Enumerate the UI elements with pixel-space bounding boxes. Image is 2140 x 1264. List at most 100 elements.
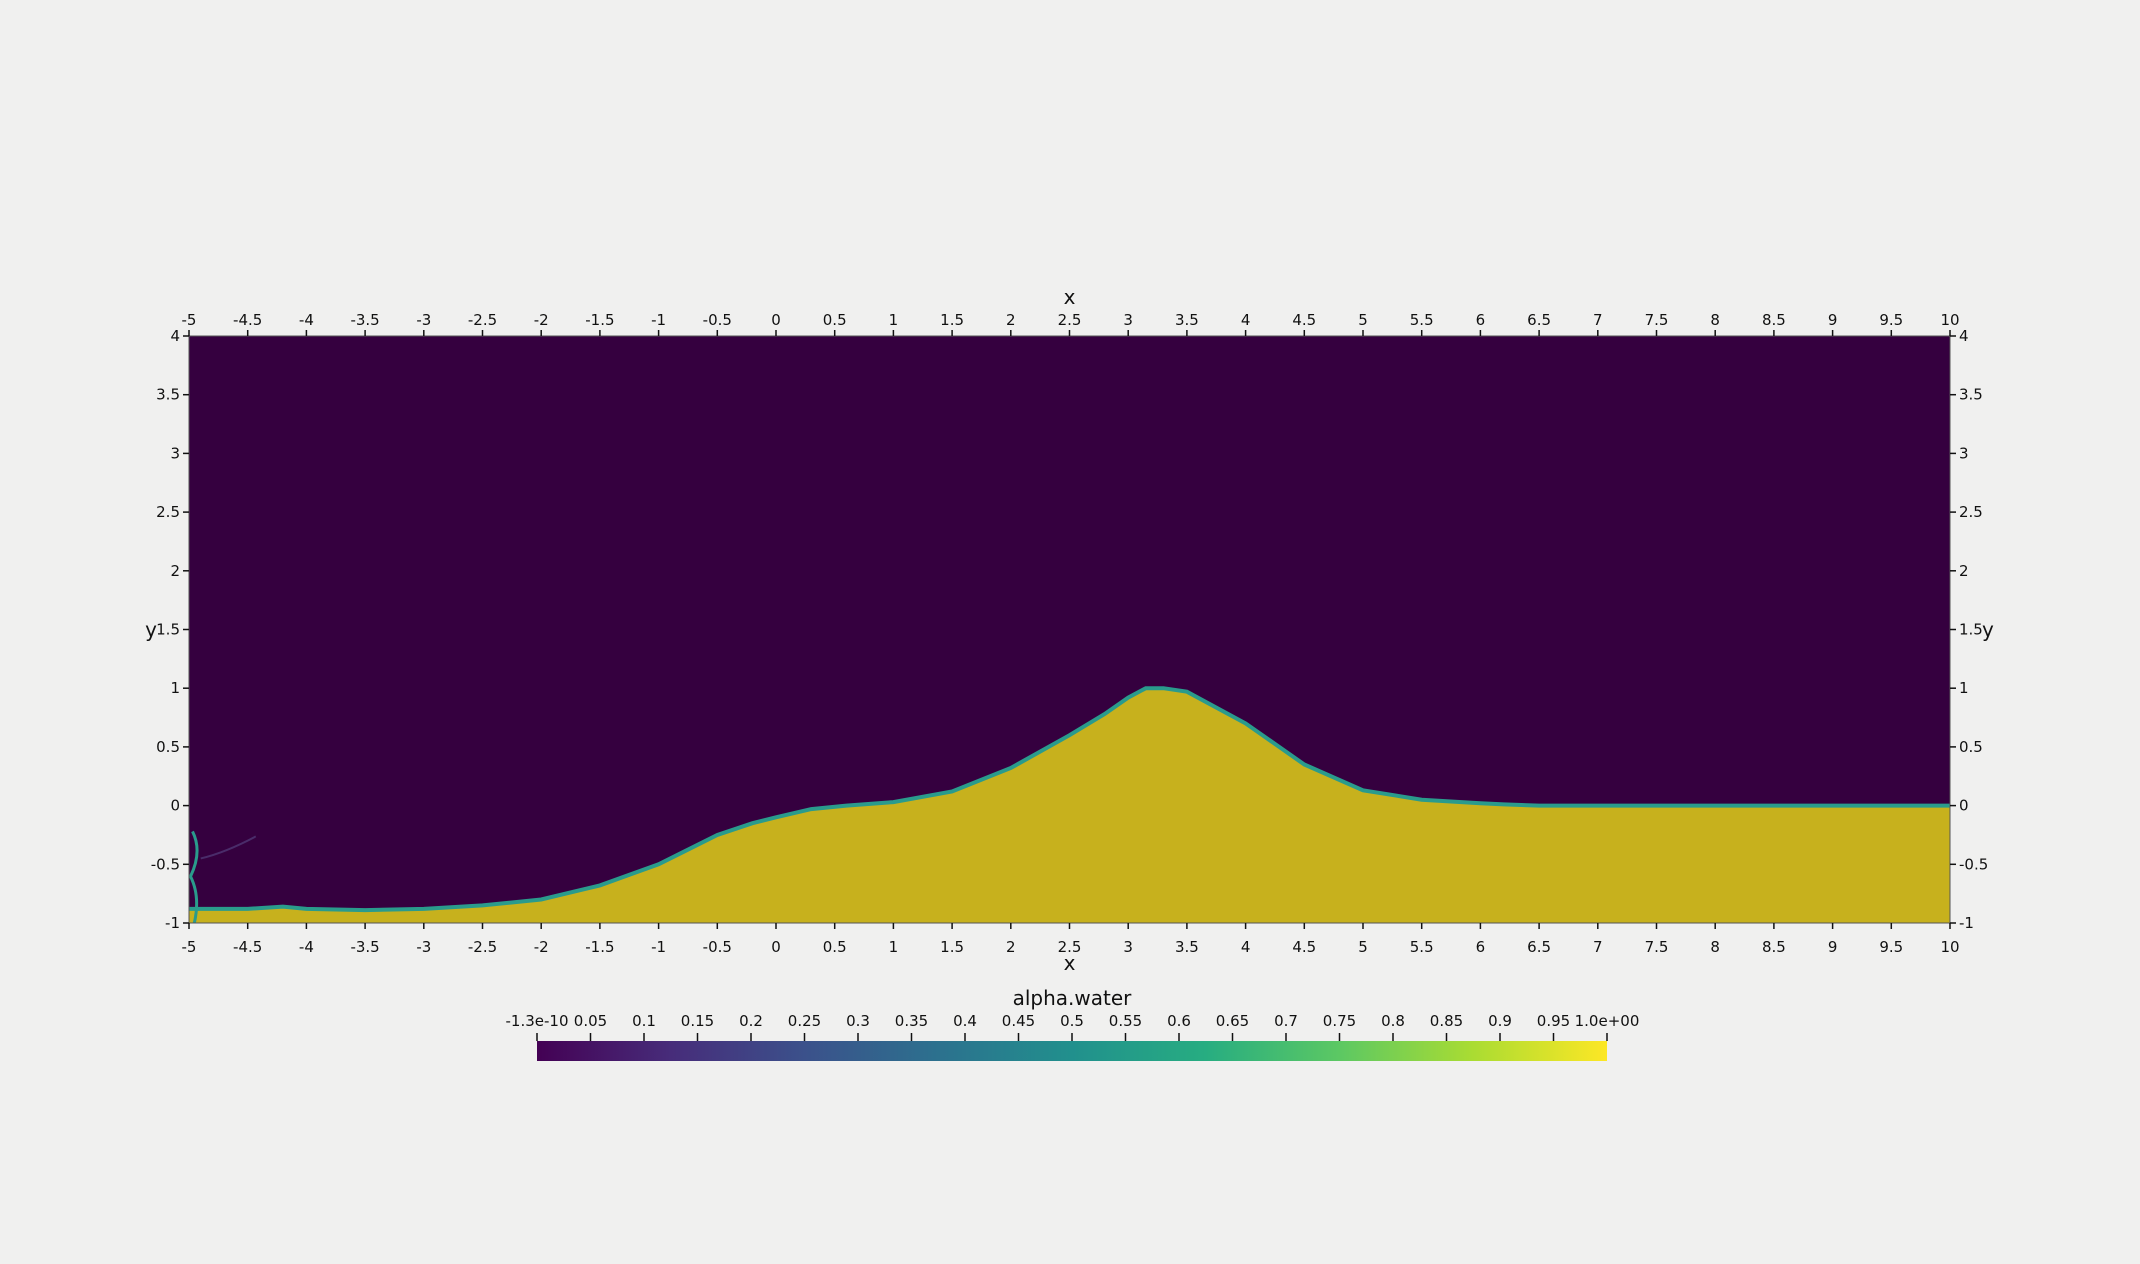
x-tick-label-top: -4 [299,311,314,329]
y-axis-title-right: y [1982,618,1994,642]
x-tick-label-bottom: 9.5 [1879,938,1903,956]
colorbar-tick-label: 0.55 [1109,1012,1142,1030]
x-tick-label-bottom: 0 [771,938,781,956]
y-tick-label-right: 2.5 [1959,503,1983,521]
colorbar-tick-label: 0.1 [632,1012,656,1030]
x-tick-label-top: 6 [1476,311,1486,329]
x-tick-label-top: 2.5 [1058,311,1082,329]
colorbar-tick-label: 0.35 [895,1012,928,1030]
x-tick-label-top: 8.5 [1762,311,1786,329]
x-tick-label-top: -0.5 [703,311,732,329]
x-tick-label-top: -2.5 [468,311,497,329]
x-tick-label-bottom: 8 [1710,938,1720,956]
x-tick-label-top: -3 [416,311,431,329]
x-tick-label-top: 8 [1710,311,1720,329]
x-tick-label-top: 1 [889,311,899,329]
x-tick-label-bottom: -4.5 [233,938,262,956]
y-tick-label-right: 4 [1959,327,1969,345]
colorbar-tick-label: 0.6 [1167,1012,1191,1030]
x-tick-label-top: 4.5 [1292,311,1316,329]
x-tick-label-top: -1.5 [585,311,614,329]
y-tick-label-right: 0 [1959,797,1969,815]
x-tick-label-bottom: -2.5 [468,938,497,956]
colorbar-tick-label: 0.8 [1381,1012,1405,1030]
water-region [189,688,1950,923]
colorbar-tick-label: 0.85 [1430,1012,1463,1030]
x-tick-label-bottom: -3.5 [350,938,379,956]
x-tick-label-top: 5 [1358,311,1368,329]
x-tick-label-bottom: 4.5 [1292,938,1316,956]
x-tick-label-bottom: 5.5 [1410,938,1434,956]
x-tick-label-top: 9 [1828,311,1838,329]
inlet-splash [189,830,199,923]
x-tick-label-bottom: 2.5 [1058,938,1082,956]
y-tick-label-right: 1 [1959,679,1969,697]
x-tick-label-bottom: 6 [1476,938,1486,956]
x-tick-label-top: -2 [534,311,549,329]
x-tick-label-bottom: -1 [651,938,666,956]
x-tick-label-top: 5.5 [1410,311,1434,329]
y-tick-label-left: 1 [170,679,180,697]
x-tick-label-bottom: -0.5 [703,938,732,956]
colorbar-tick-label: 0.15 [681,1012,714,1030]
colorbar-tick-label: 0.25 [788,1012,821,1030]
y-tick-label-left: 2 [170,562,180,580]
x-tick-label-bottom: 10 [1940,938,1959,956]
colorbar-tick-label: 0.75 [1323,1012,1356,1030]
x-tick-label-top: 9.5 [1879,311,1903,329]
y-tick-label-left: 2.5 [156,503,180,521]
x-tick-label-top: 6.5 [1527,311,1551,329]
x-tick-label-top: -3.5 [350,311,379,329]
x-tick-label-top: -4.5 [233,311,262,329]
x-tick-label-top: 4 [1241,311,1251,329]
colorbar-tick-label: 0.65 [1216,1012,1249,1030]
colorbar-tick-label: 0.45 [1002,1012,1035,1030]
x-tick-label-bottom: 7 [1593,938,1603,956]
colorbar-tick-label: 0.9 [1488,1012,1512,1030]
y-tick-label-left: 3.5 [156,386,180,404]
colorbar-tick-label: 0.95 [1537,1012,1570,1030]
x-tick-label-top: 0 [771,311,781,329]
x-tick-label-bottom: 3 [1123,938,1133,956]
y-tick-label-right: 3.5 [1959,386,1983,404]
y-axis-title-left: y [145,618,157,642]
colorbar-tick-label: 0.5 [1060,1012,1084,1030]
y-tick-label-left: 1.5 [156,621,180,639]
colorbar-gradient [537,1041,1607,1061]
x-tick-label-bottom: 6.5 [1527,938,1551,956]
y-tick-label-left: 4 [170,327,180,345]
x-tick-label-top: 0.5 [823,311,847,329]
colorbar-title: alpha.water [1013,986,1133,1010]
x-tick-label-bottom: 5 [1358,938,1368,956]
y-tick-label-right: 0.5 [1959,738,1983,756]
x-tick-label-bottom: 7.5 [1645,938,1669,956]
x-axis-title-top: x [1064,285,1076,309]
y-tick-label-right: 3 [1959,444,1969,462]
x-tick-label-top: 10 [1940,311,1959,329]
colorbar-tick-label: 0.7 [1274,1012,1298,1030]
colorbar-tick-label: 0.2 [739,1012,763,1030]
y-tick-label-right: 1.5 [1959,621,1983,639]
x-tick-label-bottom: -3 [416,938,431,956]
x-tick-label-top: 7 [1593,311,1603,329]
x-tick-label-top: 7.5 [1645,311,1669,329]
x-tick-label-bottom: -1.5 [585,938,614,956]
x-tick-label-top: -1 [651,311,666,329]
colorbar-tick-label: 0.3 [846,1012,870,1030]
colorbar-tick-label: 0.05 [574,1012,607,1030]
y-tick-label-left: -0.5 [151,855,180,873]
x-tick-label-bottom: -5 [182,938,197,956]
y-tick-label-left: -1 [165,914,180,932]
x-tick-label-top: 1.5 [940,311,964,329]
x-tick-label-bottom: 9 [1828,938,1838,956]
y-tick-label-left: 0.5 [156,738,180,756]
x-tick-label-bottom: 1 [889,938,899,956]
x-tick-label-bottom: -2 [534,938,549,956]
x-tick-label-bottom: 2 [1006,938,1016,956]
y-tick-label-right: -1 [1959,914,1974,932]
x-axis-title-bottom: x [1064,951,1076,975]
x-tick-label-bottom: 0.5 [823,938,847,956]
x-tick-label-top: 2 [1006,311,1016,329]
